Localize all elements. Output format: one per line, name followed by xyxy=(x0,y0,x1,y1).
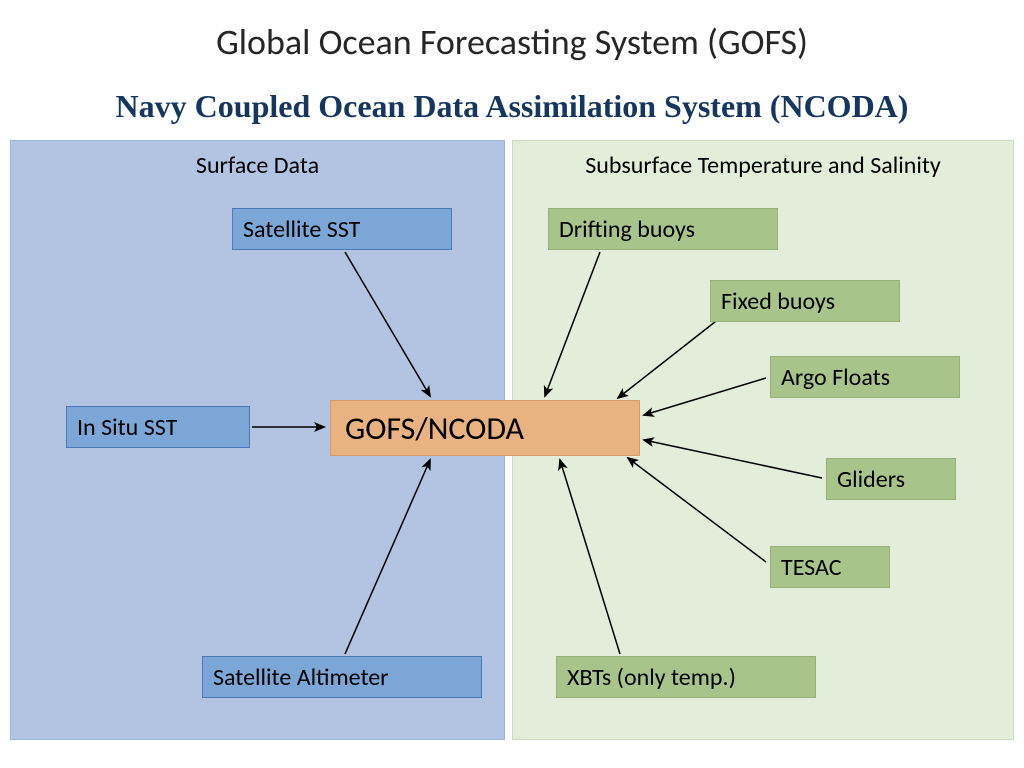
node-fixed-buoys: Fixed buoys xyxy=(710,280,900,322)
node-satellite-sst: Satellite SST xyxy=(232,208,452,250)
page-subtitle: Navy Coupled Ocean Data Assimilation Sys… xyxy=(0,88,1024,125)
node-argo-floats: Argo Floats xyxy=(770,356,960,398)
node-tesac: TESAC xyxy=(770,546,890,588)
page-title: Global Ocean Forecasting System (GOFS) xyxy=(0,20,1024,64)
panel-surface-header: Surface Data xyxy=(11,151,504,180)
node-gliders: Gliders xyxy=(826,458,956,500)
node-drifting-buoys: Drifting buoys xyxy=(548,208,778,250)
node-xbts: XBTs (only temp.) xyxy=(556,656,816,698)
panel-subsurface-header: Subsurface Temperature and Salinity xyxy=(513,151,1013,180)
node-insitu-sst: In Situ SST xyxy=(66,406,250,448)
node-satellite-altimeter: Satellite Altimeter xyxy=(202,656,482,698)
node-gofs-ncoda: GOFS/NCODA xyxy=(330,400,640,456)
